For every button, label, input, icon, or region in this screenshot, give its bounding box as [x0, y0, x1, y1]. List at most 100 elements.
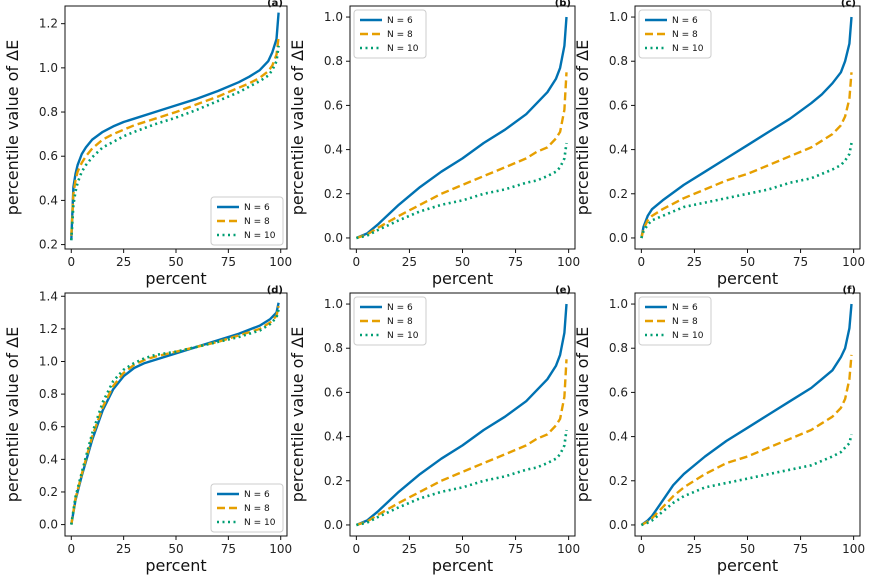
panel-tag-d: (d)	[267, 285, 283, 296]
x-tick-label: 50	[740, 255, 755, 269]
y-tick-label: 0.8	[39, 387, 58, 401]
x-tick-label: 100	[842, 255, 865, 269]
series-line-n6	[640, 16, 853, 239]
y-tick-label: 0.6	[609, 98, 628, 112]
series-line-n8	[70, 36, 280, 236]
y-tick-label: 0.6	[609, 385, 628, 399]
legend-label: N = 6	[387, 303, 413, 313]
series-line-n10	[356, 142, 568, 240]
series-line-n8	[356, 72, 568, 240]
y-tick-label: 0.6	[39, 420, 58, 434]
panel-tag-a: (a)	[267, 0, 283, 9]
x-tick-label: 0	[67, 542, 75, 556]
legend-label: N = 6	[672, 16, 698, 26]
x-tick-label: 50	[740, 542, 755, 556]
series-line-n6	[70, 302, 280, 525]
y-tick-label: 0.4	[39, 452, 58, 466]
x-tick-label: 50	[455, 542, 470, 556]
x-tick-label: 0	[353, 255, 361, 269]
legend-label: N = 6	[244, 203, 270, 213]
series-line-n8	[640, 354, 853, 527]
y-tick-label: 0.6	[324, 385, 343, 399]
y-axis-label: percentile value of ΔE	[573, 40, 592, 215]
x-tick-label: 0	[353, 542, 361, 556]
panel-c: 0 25 50 75 100 0.0 0.2 0.4 0.6 0.8 1.0 percent perce…	[573, 0, 865, 288]
y-tick-label: 0.2	[39, 485, 58, 499]
series-line-n10	[640, 142, 853, 239]
y-tick-label: 1.0	[609, 10, 628, 24]
y-tick-label: 0.0	[609, 231, 628, 245]
x-tick-label: 25	[687, 542, 702, 556]
legend-box	[210, 196, 284, 246]
x-axis-label: percent	[432, 556, 493, 575]
x-tick-label: 25	[687, 255, 702, 269]
x-tick-label: 75	[793, 255, 808, 269]
panel-b: 0 25 50 75 100 0.0 0.2 0.4 0.6 0.8 1.0 percent perce…	[288, 0, 580, 288]
y-tick-label: 0.0	[324, 518, 343, 532]
series-line-n6	[355, 16, 568, 240]
legend-label: N = 10	[244, 518, 276, 528]
x-axis-label: percent	[717, 269, 778, 288]
y-tick-label: 0.0	[324, 231, 343, 245]
y-tick-label: 0.6	[39, 149, 58, 163]
legend-label: N = 10	[387, 44, 419, 54]
series-line-n8	[356, 359, 568, 527]
panel-a: 0 25 50 75 100 0.2 0.4 0.6 0.8 1.0 1.2 percent perce…	[3, 0, 292, 288]
legend-label: N = 8	[387, 317, 413, 327]
legend: N = 6 N = 8 N = 10	[353, 296, 427, 346]
x-axis-label: percent	[432, 269, 493, 288]
y-tick-label: 0.6	[324, 98, 343, 112]
x-tick-label: 0	[638, 542, 646, 556]
legend-box	[353, 9, 427, 59]
series-line-n10	[356, 429, 568, 527]
panel-tag-b: (b)	[555, 0, 571, 9]
legend-label: N = 6	[387, 16, 413, 26]
x-tick-label: 50	[168, 255, 183, 269]
legend: N = 6 N = 8 N = 10	[638, 296, 712, 346]
x-tick-label: 75	[221, 255, 236, 269]
y-tick-label: 0.8	[609, 54, 628, 68]
y-tick-label: 0.2	[39, 238, 58, 252]
legend-label: N = 6	[244, 490, 270, 500]
y-tick-label: 1.0	[39, 61, 58, 75]
y-tick-label: 0.4	[609, 430, 628, 444]
x-tick-label: 100	[557, 542, 580, 556]
panel-e: 0 25 50 75 100 0.0 0.2 0.4 0.6 0.8 1.0 percent perce…	[288, 285, 580, 575]
x-tick-label: 50	[168, 542, 183, 556]
x-axis-label: percent	[145, 269, 206, 288]
x-tick-label: 100	[269, 255, 292, 269]
series-line-n6	[640, 303, 853, 526]
panel-tag-c: (c)	[841, 0, 856, 9]
legend-label: N = 8	[672, 30, 698, 40]
legend-label: N = 10	[244, 231, 276, 241]
legend-label: N = 10	[672, 331, 704, 341]
y-tick-label: 1.0	[324, 10, 343, 24]
series-line-n8	[640, 72, 853, 239]
x-axis-label: percent	[717, 556, 778, 575]
legend-label: N = 10	[672, 44, 704, 54]
y-tick-label: 0.2	[324, 474, 343, 488]
x-tick-label: 50	[455, 255, 470, 269]
legend-label: N = 8	[387, 30, 413, 40]
legend: N = 6 N = 8 N = 10	[638, 9, 712, 59]
legend-label: N = 6	[672, 303, 698, 313]
legend: N = 6 N = 8 N = 10	[353, 9, 427, 59]
legend-box	[210, 483, 284, 533]
panel-d: 0 25 50 75 100 0.0 0.2 0.4 0.6 0.8 1.0 1.2 1.4 percen…	[3, 285, 292, 575]
legend-label: N = 8	[244, 217, 270, 227]
legend-box	[638, 9, 712, 59]
y-tick-label: 1.4	[39, 289, 58, 303]
y-tick-label: 1.2	[39, 322, 58, 336]
y-tick-label: 0.2	[609, 187, 628, 201]
x-tick-label: 75	[793, 542, 808, 556]
panel-f: 0 25 50 75 100 0.0 0.2 0.4 0.6 0.8 1.0 percent perce…	[573, 285, 865, 575]
x-tick-label: 100	[842, 542, 865, 556]
series-line-n6	[355, 303, 568, 527]
panel-tag-f: (f)	[843, 285, 857, 296]
y-tick-label: 0.8	[324, 54, 343, 68]
legend: N = 6 N = 8 N = 10	[210, 196, 284, 246]
y-tick-label: 0.4	[324, 143, 343, 157]
y-axis-label: percentile value of ΔE	[573, 327, 592, 502]
y-tick-label: 0.0	[609, 518, 628, 532]
